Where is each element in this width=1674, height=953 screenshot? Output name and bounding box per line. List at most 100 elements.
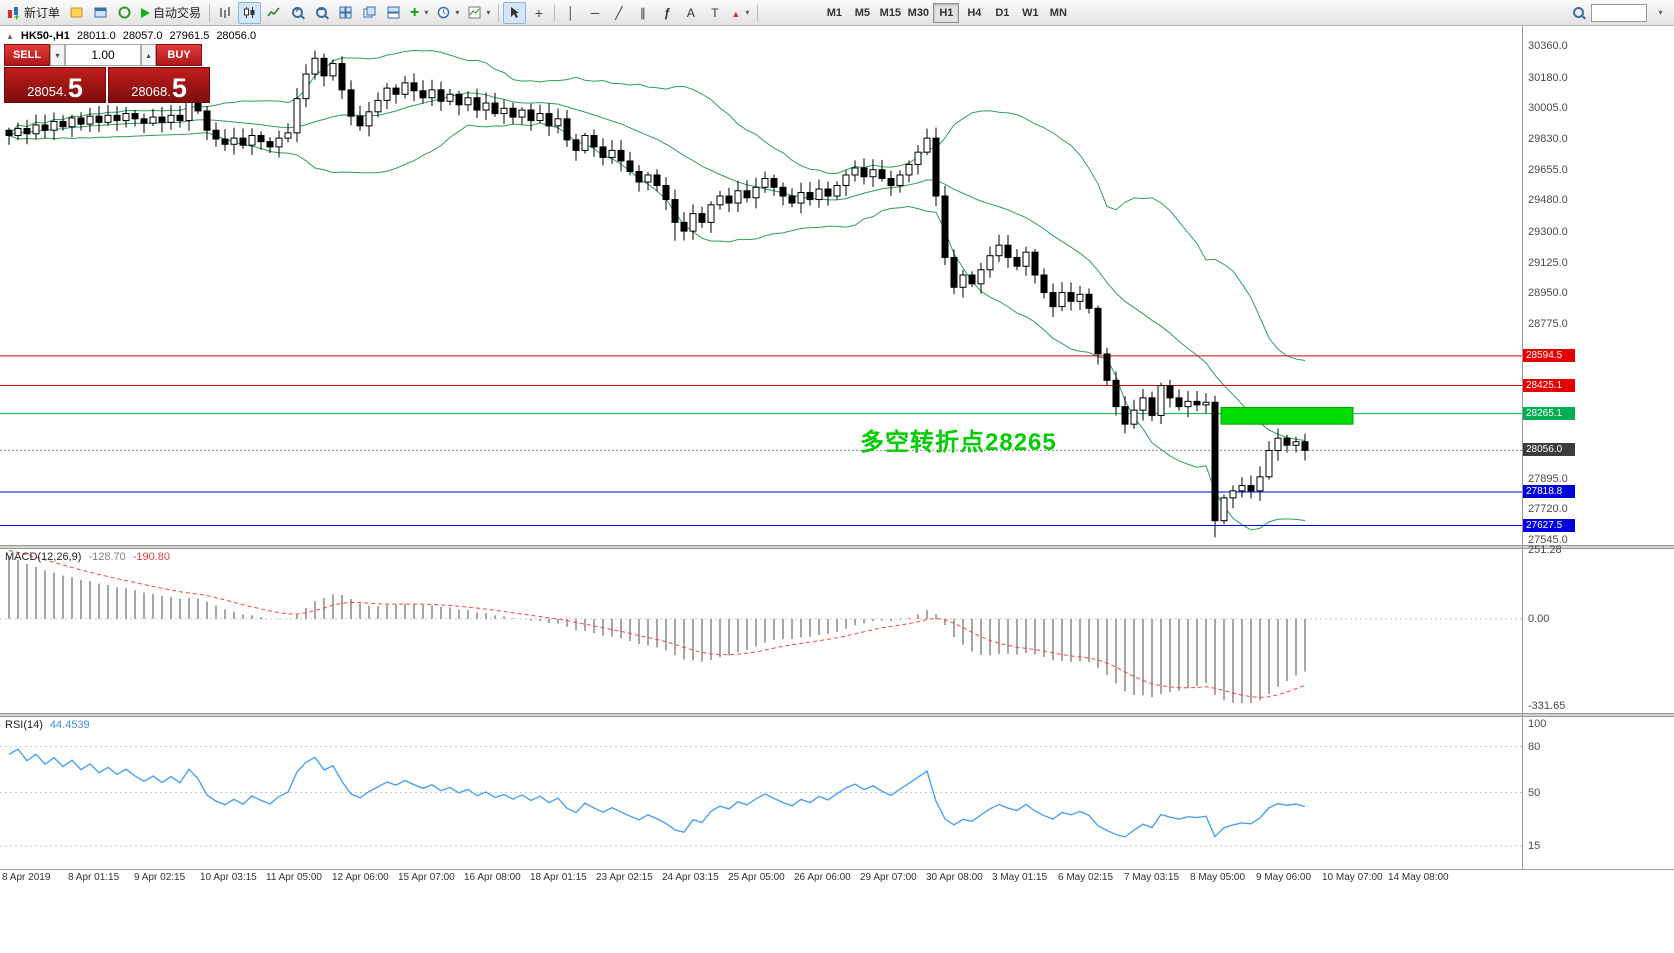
tile-windows-button[interactable] (334, 2, 357, 24)
rsi-value: 44.4539 (49, 719, 90, 731)
sell-price-display[interactable]: 28054. 5 (4, 67, 106, 103)
fibonacci-button[interactable] (655, 2, 678, 24)
periods-button[interactable] (433, 2, 463, 24)
cascade-windows-icon (363, 6, 376, 18)
line-chart-button[interactable] (262, 2, 285, 24)
symbol-search-input[interactable] (1591, 3, 1647, 22)
ohlc-close: 28056.0 (216, 30, 257, 42)
main-chart[interactable] (0, 26, 1522, 545)
search-button[interactable] (1567, 2, 1590, 24)
metaeditor-button[interactable] (65, 2, 88, 24)
fibonacci-icon (664, 7, 671, 19)
sell-price-big-digit: 5 (67, 73, 83, 103)
chart-annotation-text[interactable]: 多空转折点28265 (860, 429, 1057, 456)
macd-panel[interactable] (0, 548, 1522, 713)
zoom-out-button[interactable] (310, 2, 333, 24)
price-axis-label: 30180.0 (1528, 71, 1568, 84)
price-axis-label: 29300.0 (1528, 226, 1568, 239)
sell-button[interactable]: SELL (4, 44, 50, 66)
channel-icon (640, 7, 646, 19)
chart-symbol-period: HK50-,H1 (20, 30, 70, 42)
indicators-add-icon (410, 4, 419, 22)
rsi-line (8, 748, 1306, 838)
rsi-scale-label: 15 (1528, 840, 1541, 853)
shapes-button[interactable] (727, 2, 753, 24)
strategy-tester-icon (118, 6, 131, 19)
timeframe-group: M1 M5 M15 M30 H1 H4 D1 W1 MN (820, 2, 1072, 23)
candlestick-chart-button[interactable] (238, 1, 262, 24)
terminal-button[interactable] (89, 2, 112, 24)
autotrading-play-icon (141, 7, 151, 18)
rsi-indicator-label: RSI(14) 44.4539 (5, 719, 90, 731)
rsi-scale-label: 80 (1528, 740, 1541, 753)
timeframe-m15-button[interactable]: M15 (879, 6, 902, 19)
buy-price-display[interactable]: 28068. 5 (108, 67, 210, 103)
time-axis (0, 869, 1674, 893)
zoom-in-icon (292, 5, 304, 18)
price-axis-label: 29125.0 (1528, 256, 1568, 269)
line-chart-icon (267, 7, 280, 17)
trendline-button[interactable] (607, 2, 630, 24)
vertical-line-button[interactable] (559, 2, 582, 24)
timeframe-h1-button[interactable]: H1 (933, 2, 960, 23)
macd-main-value: -128.70 (88, 551, 126, 563)
timeframe-m5-button[interactable]: M5 (854, 6, 870, 19)
price-axis-label: 28950.0 (1528, 287, 1568, 300)
volume-increase-button[interactable] (141, 44, 156, 66)
trendline-icon (615, 7, 622, 19)
macd-signal-value: -190.80 (132, 551, 171, 563)
zoom-out-icon (316, 5, 328, 18)
vertical-line-icon (567, 7, 575, 19)
chart-info-line: HK50-,H1 28011.0 28057.0 27961.5 28056.0 (6, 30, 256, 42)
template-icon (468, 6, 481, 19)
new-order-button[interactable]: + 新订单 (3, 2, 64, 24)
horizontal-lines[interactable] (0, 355, 1522, 527)
new-order-label: 新订单 (24, 6, 61, 20)
price-tag: 27818.8 (1523, 484, 1575, 498)
bar-chart-icon (220, 7, 230, 18)
candlesticks (5, 50, 1309, 538)
indicators-button[interactable] (406, 2, 432, 24)
macd-name: MACD(12,26,9) (5, 551, 82, 563)
label-tool-button[interactable]: T (703, 2, 726, 24)
timeframe-m30-button[interactable]: M30 (907, 6, 930, 19)
collapse-panel-icon[interactable] (6, 30, 14, 42)
timeframe-w1-button[interactable]: W1 (1022, 6, 1039, 19)
zoom-in-button[interactable] (286, 2, 309, 24)
panel-divider[interactable] (0, 713, 1674, 717)
rsi-scale-label: 50 (1528, 786, 1541, 799)
timeframe-mn-button[interactable]: MN (1049, 6, 1067, 19)
price-tag: 27627.5 (1523, 518, 1575, 532)
crosshair-button[interactable] (527, 2, 550, 24)
cascade-windows-button[interactable] (358, 2, 381, 24)
templates-button[interactable] (464, 2, 494, 24)
panel-divider[interactable] (0, 545, 1674, 549)
main-toolbar: + 新订单 自动交易 (0, 0, 1674, 26)
volume-input[interactable] (65, 44, 141, 66)
one-click-trading-panel: SELL BUY 28054.5 28068.5 (4, 44, 210, 103)
buy-button[interactable]: BUY (156, 44, 202, 66)
rsi-panel[interactable] (0, 716, 1522, 869)
search-dropdown-button[interactable] (1648, 2, 1671, 24)
channel-button[interactable] (631, 2, 654, 24)
volume-decrease-button[interactable] (50, 44, 65, 66)
timeframe-h4-button[interactable]: H4 (967, 6, 982, 19)
strategy-tester-button[interactable] (113, 2, 136, 24)
text-tool-button[interactable]: A (679, 2, 702, 24)
toolbar-separator (554, 3, 556, 22)
bar-chart-button[interactable] (214, 2, 237, 24)
price-axis-label: 30360.0 (1528, 40, 1568, 52)
price-tag: 28425.1 (1523, 378, 1575, 392)
arrange-windows-button[interactable] (382, 2, 405, 24)
timeframe-d1-button[interactable]: D1 (995, 6, 1010, 19)
arrange-windows-icon (387, 6, 400, 19)
highlight-rectangle[interactable] (1220, 407, 1354, 425)
svg-text:+: + (14, 12, 19, 20)
timeframe-m1-button[interactable]: M1 (826, 6, 842, 19)
toolbar-separator (209, 3, 211, 22)
horizontal-line-button[interactable] (583, 2, 606, 24)
clock-icon (438, 6, 450, 19)
autotrading-button[interactable]: 自动交易 (137, 2, 205, 24)
price-tag: 28265.1 (1523, 406, 1575, 420)
cursor-button[interactable] (503, 1, 527, 24)
